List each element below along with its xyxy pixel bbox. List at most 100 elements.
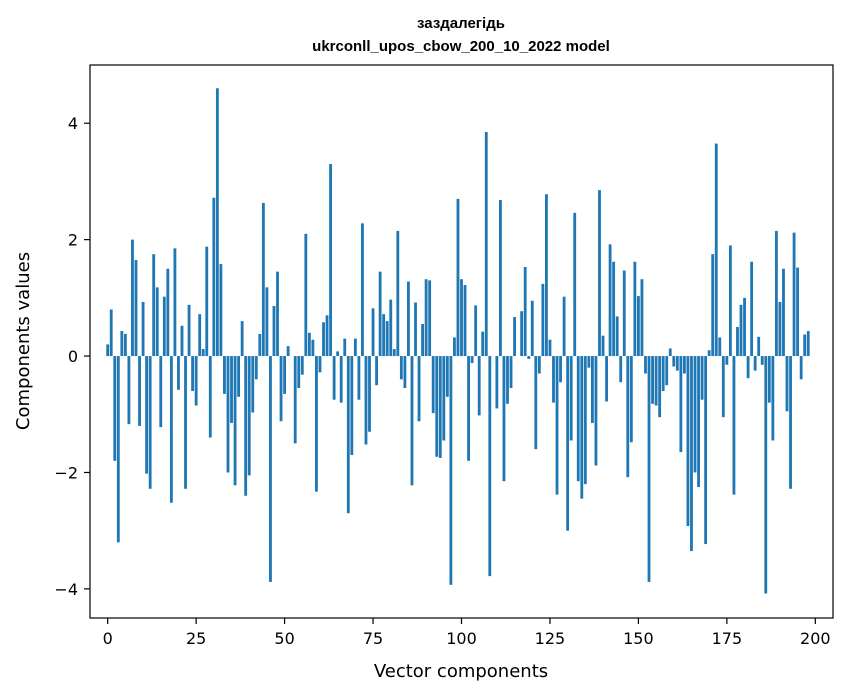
bar: [615, 316, 619, 357]
bar: [686, 356, 690, 527]
bar: [414, 302, 417, 357]
bar: [661, 356, 665, 391]
bar: [474, 305, 478, 357]
bar: [803, 334, 807, 357]
bar: [247, 356, 251, 476]
bar: [254, 356, 258, 380]
bar: [566, 356, 570, 531]
bar: [421, 324, 424, 357]
bar: [562, 296, 566, 357]
bar: [261, 202, 265, 357]
bar: [329, 163, 333, 357]
bar: [746, 356, 750, 379]
bar: [368, 356, 371, 432]
bar: [739, 304, 743, 357]
bar: [640, 279, 644, 357]
bar: [152, 254, 156, 357]
bar: [728, 245, 732, 357]
bar: [675, 356, 679, 371]
bar: [438, 356, 442, 458]
bar: [534, 356, 538, 450]
bar: [424, 279, 428, 357]
bar: [523, 266, 527, 357]
bar: [304, 233, 308, 357]
bar: [714, 143, 718, 357]
bar: [382, 314, 386, 357]
x-axis-ticks: 0 25 50 75 100 125 150 175 200: [103, 618, 831, 648]
bar: [184, 356, 187, 489]
bar: [569, 356, 573, 441]
bar: [654, 356, 658, 406]
bar: [318, 356, 322, 373]
bar: [435, 356, 439, 457]
bar: [545, 194, 548, 357]
bar: [732, 356, 736, 495]
bar: [633, 261, 637, 357]
bar: [774, 230, 778, 357]
bar: [180, 325, 184, 357]
bar: [679, 356, 683, 453]
bar: [389, 299, 393, 357]
bar: [315, 356, 318, 492]
bar: [495, 356, 499, 409]
bar: [626, 356, 630, 478]
bar: [806, 331, 810, 357]
x-tick-label: 100: [446, 629, 477, 648]
bar: [353, 338, 357, 357]
bar: [622, 270, 626, 357]
bar: [767, 356, 771, 403]
bar: [456, 198, 460, 357]
bar: [668, 348, 672, 357]
bar: [392, 349, 396, 357]
bar: [173, 248, 177, 357]
bar: [187, 304, 191, 357]
bar: [385, 321, 389, 357]
bar: [463, 285, 467, 357]
bars-group: [106, 88, 810, 594]
x-tick-label: 125: [535, 629, 566, 648]
bar: [460, 279, 463, 357]
bar: [506, 356, 509, 404]
bar: [601, 335, 605, 357]
bar: [198, 314, 202, 357]
bar: [339, 356, 343, 403]
bar: [760, 356, 764, 365]
bar: [757, 336, 761, 357]
bar: [445, 356, 449, 397]
x-tick-label: 0: [103, 629, 113, 648]
bar: [530, 300, 534, 357]
bar: [700, 356, 704, 400]
bar: [145, 356, 149, 474]
bar: [778, 301, 782, 357]
bar: [799, 356, 803, 380]
bar: [690, 356, 693, 552]
bar: [375, 356, 378, 386]
bar: [300, 356, 304, 375]
bar: [612, 261, 616, 357]
x-tick-label: 200: [800, 629, 831, 648]
bar: [219, 264, 223, 357]
bar: [743, 297, 746, 357]
bar: [704, 356, 708, 545]
bar: [697, 356, 700, 488]
chart-title: заздалегідь: [417, 15, 505, 32]
bar: [357, 356, 361, 400]
bar: [499, 200, 502, 357]
bar: [279, 356, 283, 422]
bar: [336, 351, 340, 357]
bar: [371, 308, 375, 357]
bar: [106, 344, 110, 357]
bar: [307, 332, 311, 357]
bar: [449, 356, 453, 585]
bar: [583, 356, 587, 485]
bar: [123, 333, 127, 357]
bar: [177, 356, 180, 390]
bar: [782, 268, 785, 357]
bar: [619, 356, 623, 383]
bar: [361, 223, 364, 357]
bar: [166, 268, 170, 357]
bar: [537, 356, 541, 374]
bar: [322, 322, 325, 357]
bar: [477, 356, 481, 416]
